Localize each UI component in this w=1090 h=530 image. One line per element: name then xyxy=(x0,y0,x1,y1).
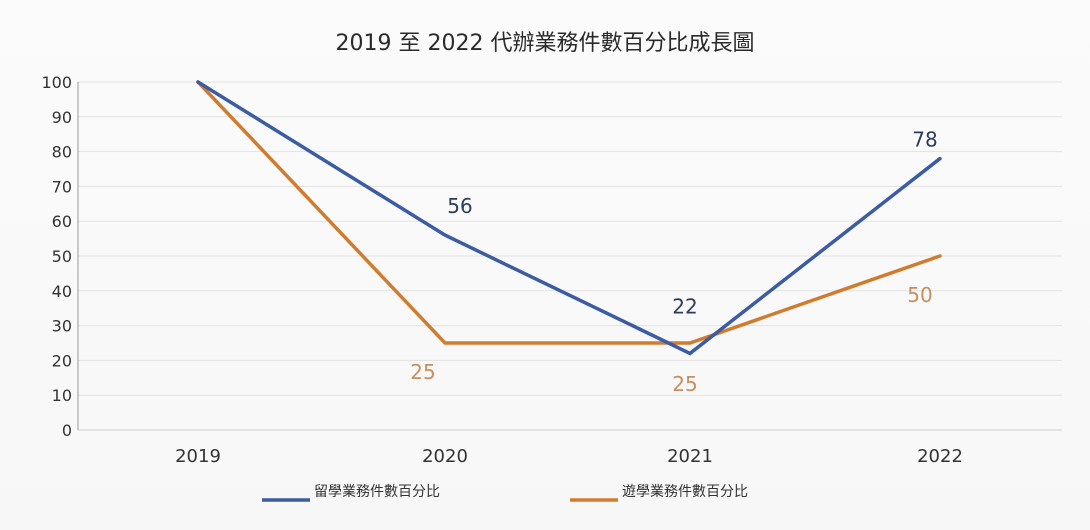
y-tick-label: 10 xyxy=(52,386,72,405)
y-tick-label: 0 xyxy=(62,421,72,440)
x-tick-label: 2020 xyxy=(422,446,468,467)
x-tick-label: 2022 xyxy=(917,446,963,467)
y-tick-label: 100 xyxy=(41,73,72,92)
axes xyxy=(77,82,1062,431)
data-label: 25 xyxy=(672,372,697,396)
data-label: 50 xyxy=(907,283,932,307)
y-tick-label: 50 xyxy=(52,247,72,266)
x-tick-label: 2019 xyxy=(175,446,221,467)
y-tick-label: 90 xyxy=(52,108,72,127)
chart-title: 2019 至 2022 代辦業務件數百分比成長圖 xyxy=(336,31,755,56)
y-tick-label: 70 xyxy=(52,177,72,196)
y-tick-label: 60 xyxy=(52,212,72,231)
series-line xyxy=(196,80,942,345)
y-tick-label: 30 xyxy=(52,317,72,336)
data-label: 56 xyxy=(447,194,472,218)
legend: 留學業務件數百分比 遊學業務件數百分比 xyxy=(262,484,748,502)
y-tick-label: 20 xyxy=(52,351,72,370)
series-lines xyxy=(196,80,942,356)
legend-label: 遊學業務件數百分比 xyxy=(622,484,748,500)
series-line xyxy=(196,80,942,356)
data-label: 25 xyxy=(410,360,435,384)
x-tick-label: 2021 xyxy=(667,446,713,467)
y-tick-label: 40 xyxy=(52,282,72,301)
data-label: 78 xyxy=(912,128,937,152)
legend-label: 留學業務件數百分比 xyxy=(314,484,440,500)
x-axis-ticks: 2019 2020 2021 2022 xyxy=(175,446,963,467)
data-labels: 56 22 78 25 25 50 xyxy=(410,128,937,396)
data-label: 22 xyxy=(672,294,697,318)
y-tick-label: 80 xyxy=(52,143,72,162)
